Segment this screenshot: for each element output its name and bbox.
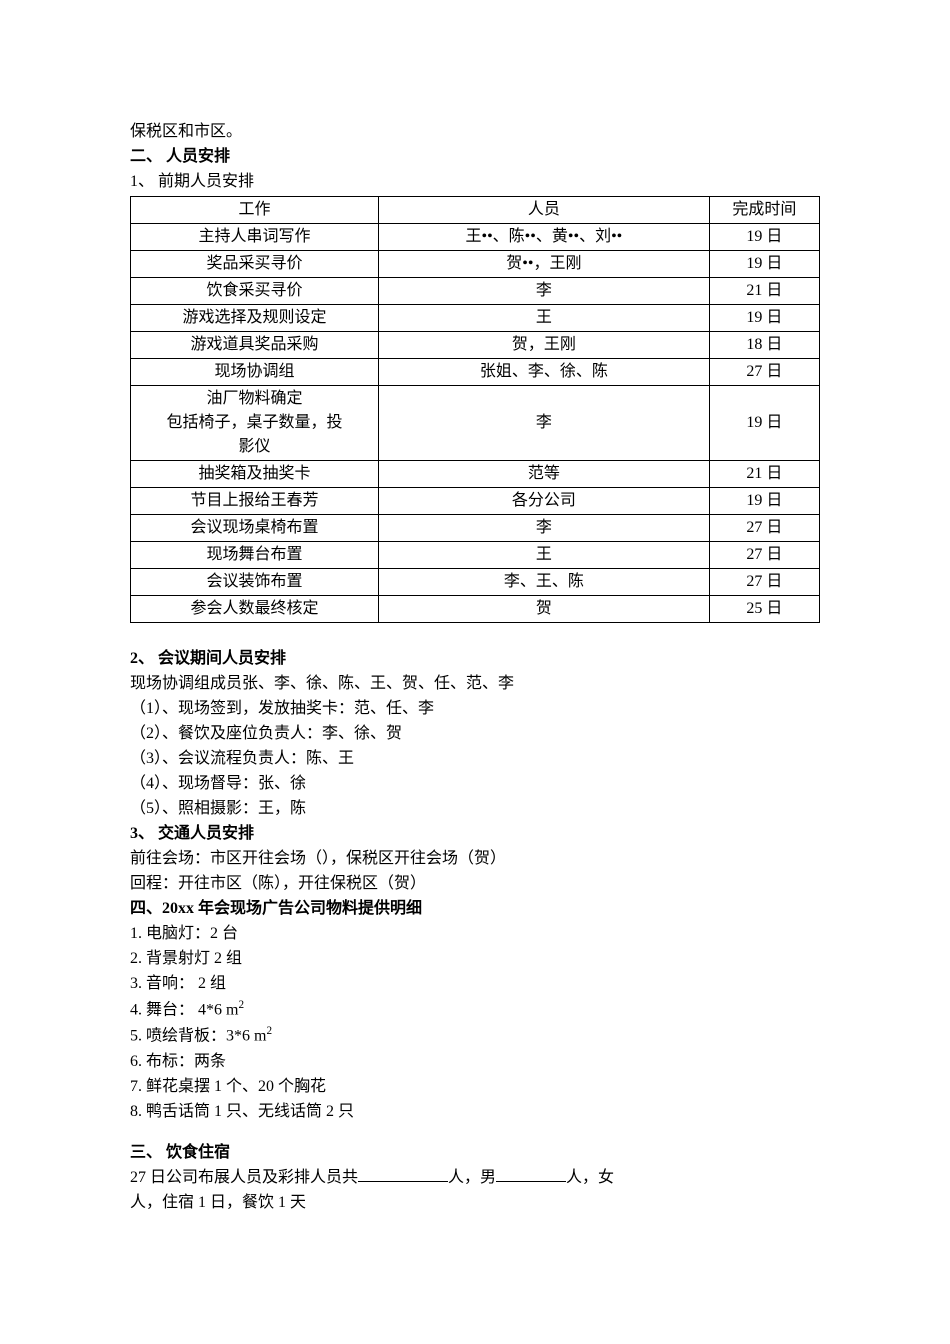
cell-work: 节目上报给王春芳 <box>131 488 379 515</box>
sub3-line1: 前往会场：市区开往会场（），保税区开往会场（贺） <box>130 847 820 871</box>
cell-person: 范等 <box>379 461 710 488</box>
cell-person: 张姐、李、徐、陈 <box>379 359 710 386</box>
spacer <box>130 631 820 647</box>
table-row: 现场舞台布置王27 日 <box>131 542 820 569</box>
table-row: 油厂物料确定包括椅子，桌子数量，投影仪李19 日 <box>131 386 820 461</box>
cell-person: 贺 <box>379 596 710 623</box>
table-row: 抽奖箱及抽奖卡范等21 日 <box>131 461 820 488</box>
cell-time: 27 日 <box>709 515 819 542</box>
cell-time: 27 日 <box>709 569 819 596</box>
section4-item: 6. 布标：两条 <box>130 1050 820 1074</box>
table-row: 游戏选择及规则设定王19 日 <box>131 305 820 332</box>
s3-prefix: 27 日公司布展人员及彩排人员共 <box>130 1169 358 1186</box>
section4-items: 1. 电脑灯：2 台2. 背景射灯 2 组3. 音响： 2 组4. 舞台： 4*… <box>130 922 820 1124</box>
cell-work: 饮食采买寻价 <box>131 278 379 305</box>
cell-work: 会议现场桌椅布置 <box>131 515 379 542</box>
table-row: 主持人串词写作王••、陈••、黄••、刘••19 日 <box>131 224 820 251</box>
s3-mid1: 人，男 <box>448 1169 496 1186</box>
section3-line2: 人，住宿 1 日，餐饮 1 天 <box>130 1191 820 1215</box>
sub2-item: （2）、餐饮及座位负责人：李、徐、贺 <box>130 722 820 746</box>
table-header-row: 工作 人员 完成时间 <box>131 197 820 224</box>
section4-item: 3. 音响： 2 组 <box>130 972 820 996</box>
col-header-time: 完成时间 <box>709 197 819 224</box>
section2-sub2-heading: 2、 会议期间人员安排 <box>130 647 820 671</box>
intro-text: 保税区和市区。 <box>130 120 820 144</box>
col-header-work: 工作 <box>131 197 379 224</box>
cell-work: 会议装饰布置 <box>131 569 379 596</box>
cell-work: 现场舞台布置 <box>131 542 379 569</box>
cell-work: 奖品采买寻价 <box>131 251 379 278</box>
cell-time: 19 日 <box>709 386 819 461</box>
superscript: 2 <box>238 999 244 1011</box>
section3-line1: 27 日公司布展人员及彩排人员共 人，男 人，女 <box>130 1166 820 1190</box>
section4-item: 1. 电脑灯：2 台 <box>130 922 820 946</box>
cell-person: 李 <box>379 386 710 461</box>
cell-person: 各分公司 <box>379 488 710 515</box>
sub3-line2: 回程：开往市区（陈），开往保税区（贺） <box>130 872 820 896</box>
table-row: 饮食采买寻价李21 日 <box>131 278 820 305</box>
table-row: 会议装饰布置李、王、陈27 日 <box>131 569 820 596</box>
section4-heading: 四、20xx 年会现场广告公司物料提供明细 <box>130 897 820 921</box>
cell-person: 贺••，王刚 <box>379 251 710 278</box>
cell-work: 主持人串词写作 <box>131 224 379 251</box>
cell-time: 19 日 <box>709 224 819 251</box>
cell-time: 27 日 <box>709 542 819 569</box>
cell-time: 27 日 <box>709 359 819 386</box>
cell-work: 抽奖箱及抽奖卡 <box>131 461 379 488</box>
cell-person: 贺，王刚 <box>379 332 710 359</box>
cell-person: 李、王、陈 <box>379 569 710 596</box>
cell-person: 王 <box>379 305 710 332</box>
section4-item: 7. 鲜花桌摆 1 个、20 个胸花 <box>130 1075 820 1099</box>
cell-person: 李 <box>379 278 710 305</box>
cell-person: 王 <box>379 542 710 569</box>
section2-sub1: 1、 前期人员安排 <box>130 170 820 194</box>
s3-mid2: 人，女 <box>566 1169 614 1186</box>
table-row: 参会人数最终核定贺25 日 <box>131 596 820 623</box>
cell-work: 现场协调组 <box>131 359 379 386</box>
sub2-item: （4）、现场督导：张、徐 <box>130 772 820 796</box>
cell-person: 王••、陈••、黄••、刘•• <box>379 224 710 251</box>
section2-sub3-heading: 3、 交通人员安排 <box>130 822 820 846</box>
cell-time: 19 日 <box>709 488 819 515</box>
table-row: 现场协调组张姐、李、徐、陈27 日 <box>131 359 820 386</box>
spacer <box>130 1125 820 1141</box>
cell-time: 21 日 <box>709 461 819 488</box>
sub2-item: （3）、会议流程负责人：陈、王 <box>130 747 820 771</box>
section4-item: 2. 背景射灯 2 组 <box>130 947 820 971</box>
cell-work: 参会人数最终核定 <box>131 596 379 623</box>
cell-time: 21 日 <box>709 278 819 305</box>
table-row: 节目上报给王春芳各分公司19 日 <box>131 488 820 515</box>
cell-work: 游戏选择及规则设定 <box>131 305 379 332</box>
table-row: 奖品采买寻价贺••，王刚19 日 <box>131 251 820 278</box>
section3-heading: 三、 饮食住宿 <box>130 1141 820 1165</box>
blank-male <box>496 1166 566 1182</box>
sub2-item: （1）、现场签到，发放抽奖卡：范、任、李 <box>130 697 820 721</box>
blank-total <box>358 1166 448 1182</box>
sub2-line1: 现场协调组成员张、李、徐、陈、王、贺、任、范、李 <box>130 672 820 696</box>
col-header-person: 人员 <box>379 197 710 224</box>
cell-time: 19 日 <box>709 305 819 332</box>
sub2-items: （1）、现场签到，发放抽奖卡：范、任、李（2）、餐饮及座位负责人：李、徐、贺（3… <box>130 697 820 821</box>
section4-item: 5. 喷绘背板：3*6 m2 <box>130 1023 820 1048</box>
superscript: 2 <box>266 1025 272 1037</box>
cell-person: 李 <box>379 515 710 542</box>
assignments-table: 工作 人员 完成时间 主持人串词写作王••、陈••、黄••、刘••19 日奖品采… <box>130 196 820 623</box>
section2-heading: 二、 人员安排 <box>130 145 820 169</box>
sub2-item: （5）、照相摄影：王，陈 <box>130 797 820 821</box>
cell-work: 游戏道具奖品采购 <box>131 332 379 359</box>
cell-work: 油厂物料确定包括椅子，桌子数量，投影仪 <box>131 386 379 461</box>
section4-item: 8. 鸭舌话筒 1 只、无线话筒 2 只 <box>130 1100 820 1124</box>
cell-time: 19 日 <box>709 251 819 278</box>
cell-time: 18 日 <box>709 332 819 359</box>
cell-time: 25 日 <box>709 596 819 623</box>
table-row: 游戏道具奖品采购贺，王刚18 日 <box>131 332 820 359</box>
table-row: 会议现场桌椅布置李27 日 <box>131 515 820 542</box>
section4-item: 4. 舞台： 4*6 m2 <box>130 997 820 1022</box>
